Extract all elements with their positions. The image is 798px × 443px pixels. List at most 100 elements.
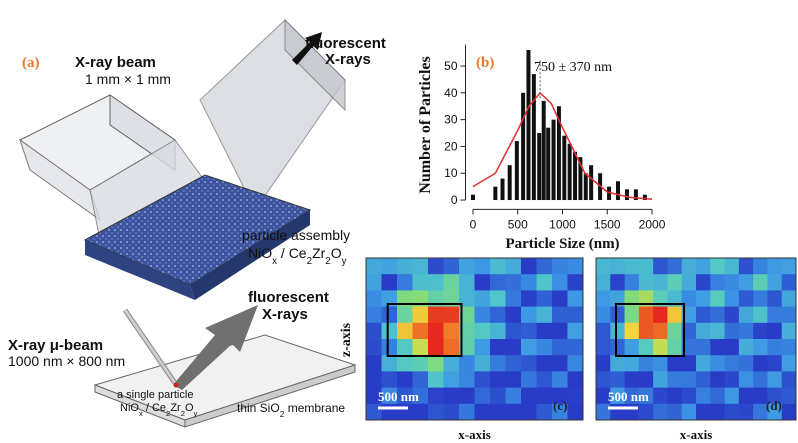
map-cell <box>739 258 754 275</box>
map-cell <box>725 339 740 356</box>
map-cell <box>537 404 553 421</box>
map-cell <box>753 258 768 275</box>
map-cell <box>782 307 797 324</box>
map-cell <box>667 355 682 372</box>
map-cell <box>382 371 398 388</box>
x-tick-label: 1500 <box>594 217 621 231</box>
map-cell <box>506 290 522 307</box>
map-cell <box>625 274 640 291</box>
map-cell <box>506 371 522 388</box>
map-cell <box>459 258 475 275</box>
map-cell <box>444 339 460 356</box>
map-cell <box>382 307 398 324</box>
map-cell <box>552 355 568 372</box>
map-cell <box>767 339 782 356</box>
map-cell <box>459 404 475 421</box>
map-cell <box>667 371 682 388</box>
map-cell <box>568 274 584 291</box>
map-cell <box>475 404 491 421</box>
y-tick-label: 50 <box>444 59 458 73</box>
map-cell <box>475 290 491 307</box>
map-cell <box>753 274 768 291</box>
map-cell <box>653 307 668 324</box>
map-cell <box>475 371 491 388</box>
map-cell <box>767 258 782 275</box>
map-cell <box>667 274 682 291</box>
map-cell <box>610 339 625 356</box>
map-cell <box>653 371 668 388</box>
text-part: thin SiO <box>237 401 280 415</box>
map-cell <box>475 388 491 405</box>
map-cell <box>444 274 460 291</box>
map-cell <box>653 339 668 356</box>
map-cell <box>596 258 611 275</box>
map-cell <box>710 323 725 340</box>
map-cell <box>610 274 625 291</box>
y-axis-title: Number of Particles <box>417 56 434 193</box>
map-cell <box>552 290 568 307</box>
map-cell <box>552 307 568 324</box>
map-cell <box>537 339 553 356</box>
map-cell <box>490 290 506 307</box>
map-cell <box>610 371 625 388</box>
map-cell <box>382 404 398 421</box>
map-cell <box>696 339 711 356</box>
map-cell <box>710 404 725 421</box>
map-cell <box>696 274 711 291</box>
map-cell <box>475 307 491 324</box>
map-cell <box>428 323 444 340</box>
map-cell <box>782 355 797 372</box>
bar <box>515 141 519 200</box>
map-cell <box>653 258 668 275</box>
map-cell <box>782 290 797 307</box>
map-cell <box>397 339 413 356</box>
map-cell <box>753 339 768 356</box>
map-cell <box>459 371 475 388</box>
y-tick-label: 30 <box>444 113 458 127</box>
map-cell <box>382 339 398 356</box>
map-cell <box>625 323 640 340</box>
map-cell <box>682 258 697 275</box>
bar <box>508 165 512 200</box>
map-cell <box>725 323 740 340</box>
map-cell <box>552 274 568 291</box>
map-cell <box>596 355 611 372</box>
text-part: / Ce <box>277 245 307 261</box>
map-cell <box>610 307 625 324</box>
map-cell <box>521 323 537 340</box>
map-cell <box>767 323 782 340</box>
bar <box>616 181 620 200</box>
map-cell <box>366 404 382 421</box>
sample-label: a single particle <box>117 389 193 401</box>
map-cell <box>568 404 584 421</box>
map-cell <box>444 388 460 405</box>
map-cell <box>444 371 460 388</box>
map-cell <box>475 258 491 275</box>
map-cell <box>366 339 382 356</box>
map-cell <box>667 307 682 324</box>
text-part: O <box>331 245 342 261</box>
x-axis-label: x-axis <box>680 427 713 442</box>
map-cell <box>625 404 640 421</box>
map-cell <box>521 307 537 324</box>
beam-label: X-ray beam <box>75 54 156 71</box>
fluor-label: fluorescent <box>248 289 329 306</box>
map-cell <box>782 323 797 340</box>
map-cell <box>610 323 625 340</box>
map-cell <box>382 355 398 372</box>
map-cell <box>490 339 506 356</box>
bar <box>625 189 629 200</box>
map-cell <box>782 274 797 291</box>
text-part: Zr <box>312 245 326 261</box>
map-cell <box>696 371 711 388</box>
map-cell <box>782 404 797 421</box>
map-cell <box>596 274 611 291</box>
map-cell <box>444 307 460 324</box>
bar <box>521 93 525 200</box>
map-cell <box>653 323 668 340</box>
map-cell <box>625 339 640 356</box>
map-cell <box>596 339 611 356</box>
map-cell <box>753 371 768 388</box>
x-tick-label: 1000 <box>549 217 576 231</box>
composition: NiOx / Ce2Zr2Oy <box>248 245 347 267</box>
